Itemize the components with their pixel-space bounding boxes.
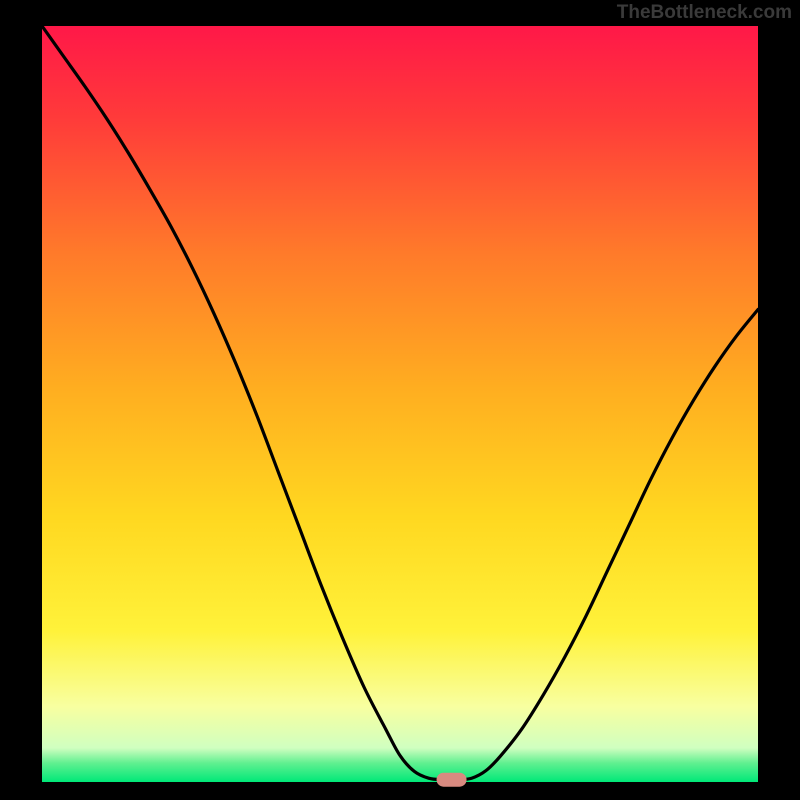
chart-gradient-background: [42, 26, 758, 782]
watermark-text: TheBottleneck.com: [617, 2, 792, 24]
chart-svg: [0, 0, 800, 800]
optimal-point-marker: [437, 773, 467, 787]
bottleneck-chart: TheBottleneck.com: [0, 0, 800, 800]
